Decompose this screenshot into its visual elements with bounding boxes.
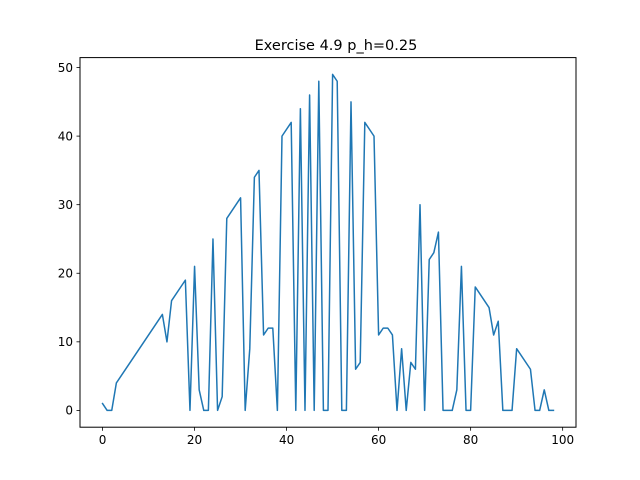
y-tick-label: 0 bbox=[65, 404, 73, 418]
y-tick-label: 30 bbox=[58, 198, 73, 212]
series-lines bbox=[101, 73, 555, 412]
x-tick-label: 0 bbox=[99, 433, 107, 447]
x-tick-label: 80 bbox=[463, 433, 478, 447]
axis-ticks: 0 20 40 60 80 100 0 10 20 30 40 50 bbox=[58, 61, 574, 447]
y-tick-label: 10 bbox=[58, 335, 73, 349]
y-tick-label: 40 bbox=[58, 129, 73, 143]
x-tick-label: 40 bbox=[279, 433, 294, 447]
series-line bbox=[101, 73, 555, 412]
plot-frame bbox=[79, 57, 577, 428]
x-tick-label: 20 bbox=[187, 433, 202, 447]
y-tick-label: 20 bbox=[58, 267, 73, 281]
x-tick-label: 100 bbox=[551, 433, 574, 447]
chart-title: Exercise 4.9 p_h=0.25 bbox=[255, 38, 418, 54]
y-tick-label: 50 bbox=[58, 61, 73, 75]
x-tick-label: 60 bbox=[371, 433, 386, 447]
